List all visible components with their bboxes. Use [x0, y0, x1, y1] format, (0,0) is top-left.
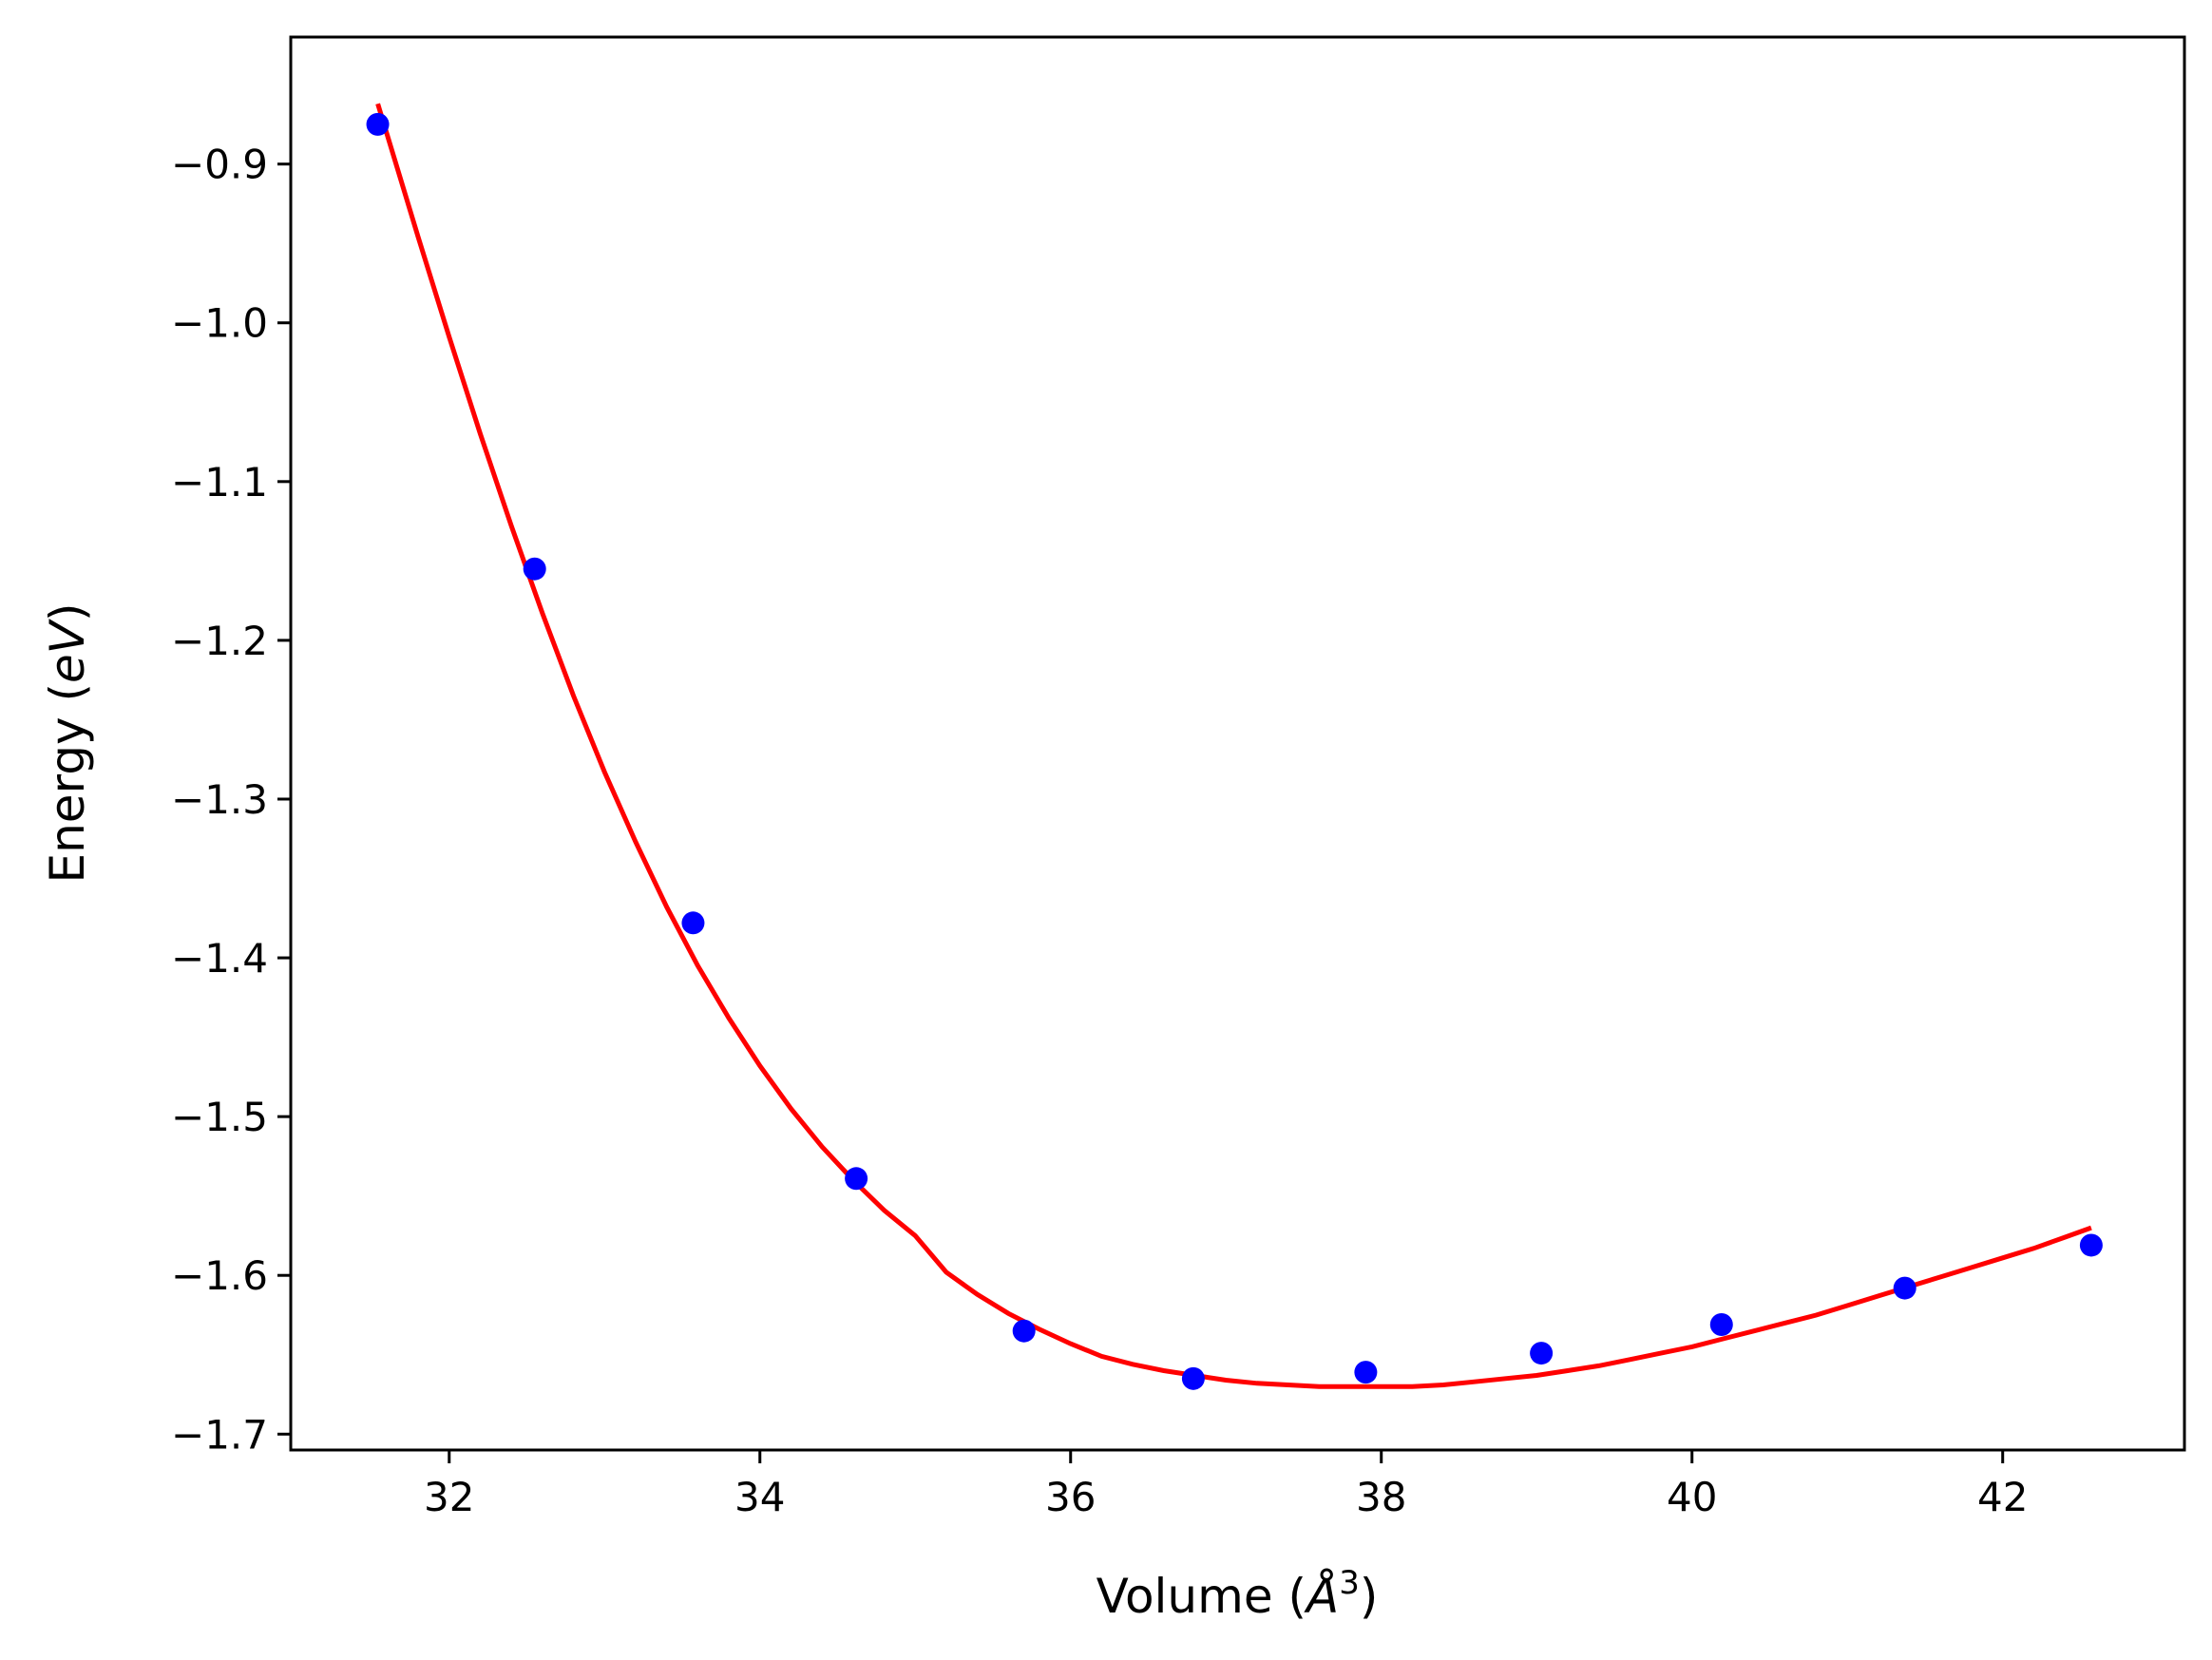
- data-point: [1012, 1319, 1036, 1343]
- data-point: [2079, 1233, 2103, 1257]
- data-point: [1893, 1276, 1916, 1300]
- x-axis-label: Volume (Å3): [1096, 1564, 1379, 1624]
- data-point: [1709, 1313, 1733, 1337]
- y-tick-label: −1.1: [171, 459, 268, 506]
- x-tick-label: 42: [1977, 1474, 2028, 1520]
- x-tick-label: 34: [734, 1474, 785, 1520]
- data-point: [1530, 1342, 1554, 1365]
- x-tick-label: 38: [1356, 1474, 1406, 1520]
- data-point: [1354, 1361, 1378, 1384]
- x-tick-label: 40: [1667, 1474, 1717, 1520]
- plot-frame: [289, 35, 2186, 1452]
- y-axis-label: Energy (eV): [40, 603, 95, 884]
- fit-curve-line: [375, 103, 2092, 1389]
- data-point: [523, 557, 546, 581]
- y-tick-label: −1.4: [171, 935, 268, 982]
- y-tick-label: −1.3: [171, 776, 268, 823]
- y-axis-ticks: −0.9 −1.0 −1.1 −1.2 −1.3 −1.4 −1.5 −1.6 −1.7: [171, 142, 291, 1458]
- y-tick-label: −0.9: [171, 142, 268, 188]
- y-tick-label: −1.0: [171, 300, 268, 347]
- data-point: [366, 112, 390, 136]
- data-point: [681, 911, 705, 935]
- x-axis-ticks: 32 34 36 38 40 42: [424, 1450, 2028, 1520]
- data-point: [1181, 1366, 1205, 1390]
- x-tick-label: 36: [1045, 1474, 1096, 1520]
- x-tick-label: 32: [424, 1474, 474, 1520]
- y-tick-label: −1.2: [171, 618, 268, 664]
- y-tick-label: −1.6: [171, 1252, 268, 1299]
- data-point: [845, 1167, 868, 1191]
- y-tick-label: −1.7: [171, 1411, 268, 1458]
- y-tick-label: −1.5: [171, 1094, 268, 1140]
- series-layer: [366, 103, 2103, 1390]
